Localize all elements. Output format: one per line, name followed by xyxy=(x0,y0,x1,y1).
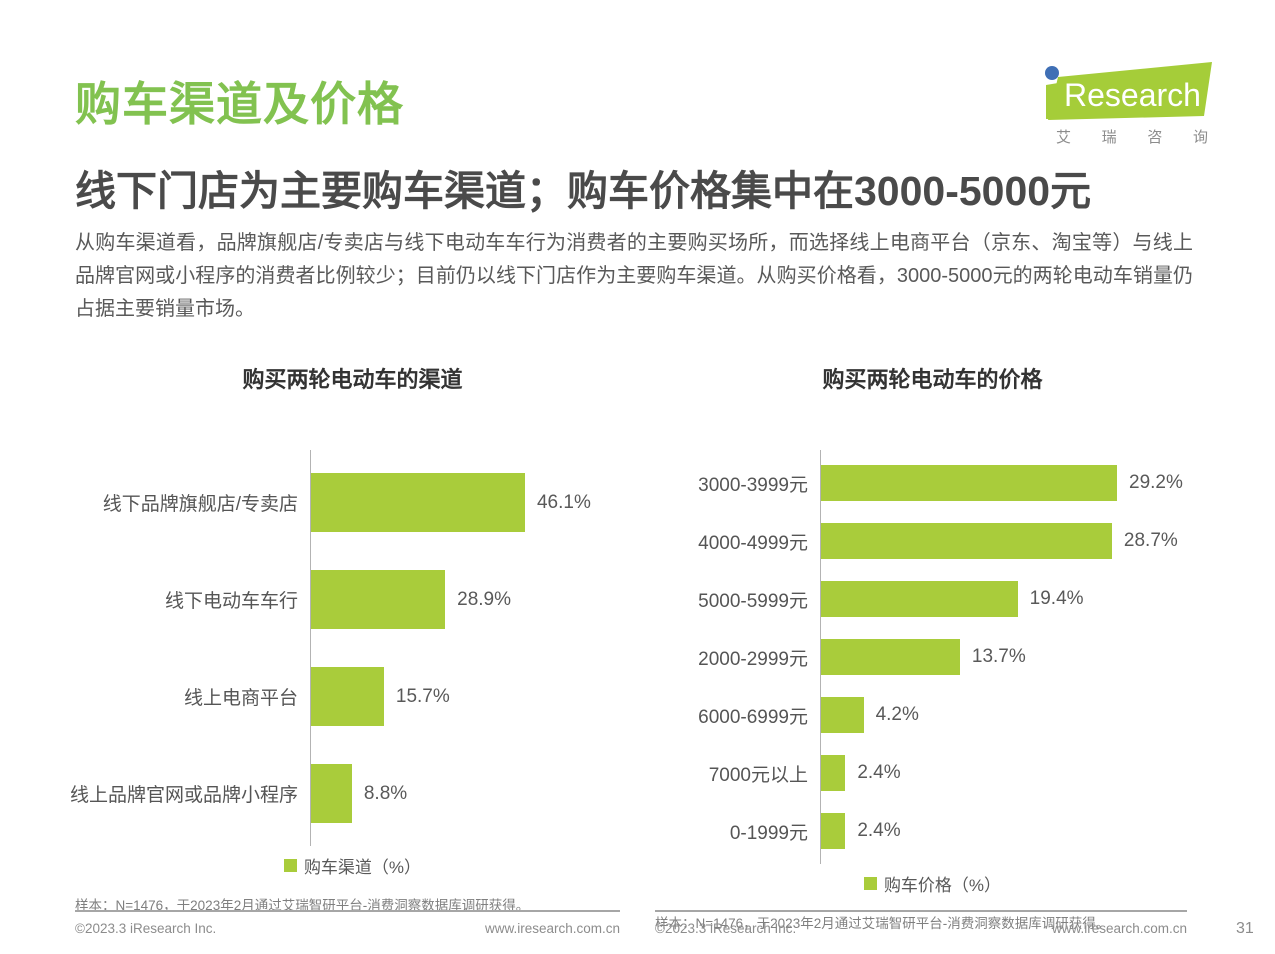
bar xyxy=(311,570,446,629)
logo-cn-char: 咨 xyxy=(1147,129,1163,146)
category-axis: 线下品牌旗舰店/专卖店线下电动车车行线上电商平台线上品牌官网或品牌小程序 xyxy=(70,450,310,846)
category-label: 5000-5999元 xyxy=(698,590,808,612)
table-row: 2000-2999元 xyxy=(655,628,820,686)
value-label: 29.2% xyxy=(1129,472,1183,493)
category-axis: 3000-3999元 4000-4999元 5000-5999元 2000-2999元… xyxy=(655,450,820,864)
page-subtitle: 线下门店为主要购车渠道；购车价格集中在3000-5000元 xyxy=(75,168,1092,214)
table-row: 3000-3999元 xyxy=(655,454,820,512)
bar xyxy=(821,697,864,733)
category-label: 线下电动车车行 xyxy=(164,591,298,612)
table-row: 线上品牌官网或品牌小程序 xyxy=(70,745,310,842)
value-label: 46.1% xyxy=(536,491,591,513)
table-row: 4000-4999元 xyxy=(655,512,820,570)
bar xyxy=(311,473,525,532)
bar xyxy=(821,755,846,791)
value-label: 8.8% xyxy=(363,782,408,804)
bar-series: 46.1% 28.9% 15.7% 8.8% xyxy=(310,450,630,846)
category-label: 0-1999元 xyxy=(729,822,808,844)
value-label: 2.4% xyxy=(857,820,901,841)
chart-plot-area: 线下品牌旗舰店/专卖店线下电动车车行线上电商平台线上品牌官网或品牌小程序 46.… xyxy=(70,450,630,846)
value-label: 4.2% xyxy=(875,704,919,725)
category-label: 3000-3999元 xyxy=(698,474,808,496)
footer-right: ©2023.3 iResearch Inc. www.iresearch.com… xyxy=(655,910,1187,936)
logo-cn-char: 艾 xyxy=(1056,129,1072,146)
bar-row: 2.4% xyxy=(821,802,1210,860)
bar xyxy=(821,813,846,849)
logo-i-dot xyxy=(1045,66,1059,80)
category-label: 7000元以上 xyxy=(708,764,808,786)
category-label: 6000-6999元 xyxy=(698,706,808,728)
bar xyxy=(821,523,1112,559)
table-row: 7000元以上 xyxy=(655,744,820,802)
bar xyxy=(311,667,384,726)
channels-bar-chart: 购买两轮电动车的渠道 线下品牌旗舰店/专卖店线下电动车车行线上电商平台线上品牌官… xyxy=(70,362,630,914)
bar-row: 28.7% xyxy=(821,512,1210,570)
bar xyxy=(821,465,1117,501)
category-label: 线下品牌旗舰店/专卖店 xyxy=(102,494,298,515)
table-row: 6000-6999元 xyxy=(655,686,820,744)
page-title: 购车渠道及价格 xyxy=(75,78,404,130)
category-label: 线上电商平台 xyxy=(183,688,298,709)
table-row: 线上电商平台 xyxy=(75,648,310,745)
value-label: 28.9% xyxy=(457,588,512,610)
table-row: 线下电动车车行 xyxy=(75,551,310,648)
value-label: 13.7% xyxy=(971,646,1026,667)
bar-row: 29.2% xyxy=(821,454,1210,512)
bar-row: 46.1% xyxy=(311,454,630,551)
chart-legend: 购车价格（%） xyxy=(655,871,1210,896)
copyright-text: ©2023.3 iResearch Inc. xyxy=(75,921,217,936)
logo-research-text: Research xyxy=(1064,77,1201,113)
prices-bar-chart: 购买两轮电动车的价格 3000-3999元 4000-4999元 5000-5999… xyxy=(655,362,1210,932)
summary-paragraph: 从购车渠道看，品牌旗舰店/专卖店与线下电动车车行为消费者的主要购买场所，而选择线… xyxy=(75,232,1193,320)
chart-title: 购买两轮电动车的渠道 xyxy=(242,367,463,392)
logo-chinese-name: 艾 瑞 咨 询 xyxy=(1056,126,1208,147)
legend-swatch-icon xyxy=(283,859,297,872)
category-label: 线上品牌官网或品牌小程序 xyxy=(69,785,298,806)
legend-label: 购车价格（%） xyxy=(883,876,1002,895)
copyright-text: ©2023.3 iResearch Inc. xyxy=(655,921,797,936)
category-label: 2000-2999元 xyxy=(698,648,808,670)
category-label: 4000-4999元 xyxy=(698,532,808,554)
chart-plot-area: 3000-3999元 4000-4999元 5000-5999元 2000-2999元… xyxy=(655,450,1210,864)
value-label: 2.4% xyxy=(857,762,901,783)
sample-note: 样本：N=1476，于2023年2月通过艾瑞智研平台-消费洞察数据库调研获得。 xyxy=(655,916,1110,931)
bar-row: 13.7% xyxy=(821,628,1210,686)
table-row: 5000-5999元 xyxy=(655,570,820,628)
page-number: 31 xyxy=(1236,920,1254,937)
value-label: 19.4% xyxy=(1029,588,1084,609)
iresearch-logo-icon: Research xyxy=(1045,62,1212,120)
bar-row: 4.2% xyxy=(821,686,1210,744)
chart-title: 购买两轮电动车的价格 xyxy=(822,367,1043,392)
value-label: 15.7% xyxy=(395,685,450,707)
chart-legend: 购车渠道（%） xyxy=(75,853,630,878)
legend-swatch-icon xyxy=(863,877,877,890)
bar-row: 28.9% xyxy=(311,551,630,648)
bar-series: 29.2% 28.7% 19.4% 13.7% 4.2% 2.4% 2.4% xyxy=(820,450,1210,864)
table-row: 0-1999元 xyxy=(655,802,820,860)
logo-i-stem xyxy=(1046,83,1058,119)
legend-label: 购车渠道（%） xyxy=(303,858,422,877)
bar xyxy=(821,581,1018,617)
bar-row: 2.4% xyxy=(821,744,1210,802)
bar xyxy=(821,639,960,675)
bar-row: 8.8% xyxy=(311,745,630,842)
bar-row: 19.4% xyxy=(821,570,1210,628)
bar xyxy=(311,764,352,823)
logo-parallelogram xyxy=(1048,62,1212,120)
value-label: 28.7% xyxy=(1123,530,1178,551)
website-url: www.iresearch.com.cn xyxy=(1051,921,1187,936)
logo-cn-char: 瑞 xyxy=(1101,129,1117,146)
bar-row: 15.7% xyxy=(311,648,630,745)
table-row: 线下品牌旗舰店/专卖店 xyxy=(75,454,310,551)
footer-left: ©2023.3 iResearch Inc. www.iresearch.com… xyxy=(75,910,620,936)
logo-cn-char: 询 xyxy=(1192,129,1208,146)
website-url: www.iresearch.com.cn xyxy=(484,921,620,936)
sample-note: 样本：N=1476，于2023年2月通过艾瑞智研平台-消费洞察数据库调研获得。 xyxy=(75,898,530,913)
iresearch-logo: Research 艾 瑞 咨 询 xyxy=(1042,60,1212,147)
